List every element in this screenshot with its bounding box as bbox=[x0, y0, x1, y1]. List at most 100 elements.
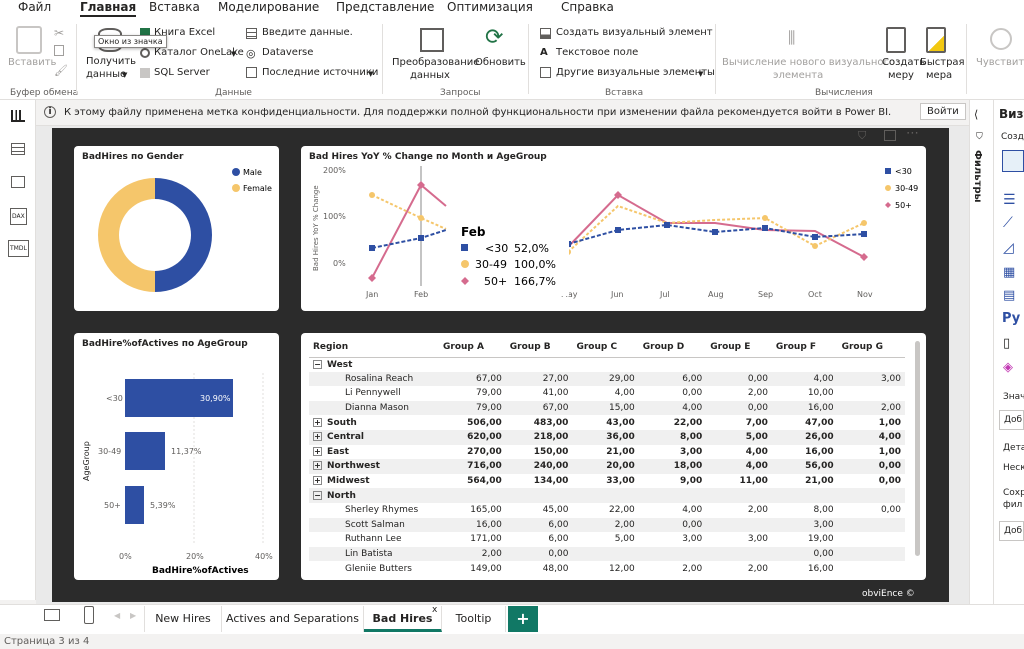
group-header[interactable]: Group F bbox=[771, 337, 838, 358]
stacked-bar-icon[interactable]: ☰ bbox=[1003, 192, 1016, 208]
paste-button[interactable]: Вставить bbox=[8, 57, 57, 68]
onelake-button[interactable]: Каталог OneLake bbox=[154, 47, 244, 58]
value-cell: 79,00 bbox=[439, 400, 506, 416]
group-header[interactable]: Group C bbox=[572, 337, 639, 358]
format-painter-icon[interactable]: 🖌 bbox=[54, 64, 68, 77]
group-header[interactable]: Group A bbox=[439, 337, 506, 358]
group-header[interactable]: Group E bbox=[706, 337, 772, 358]
chevron-left-icon[interactable]: ◀ bbox=[114, 611, 121, 620]
mobile-layout-icon[interactable] bbox=[84, 606, 94, 624]
expand-icon[interactable]: + bbox=[313, 432, 322, 442]
menu-file[interactable]: Файл bbox=[18, 0, 52, 14]
region-cell[interactable]: + Central bbox=[309, 429, 439, 445]
region-cell[interactable]: − West bbox=[309, 357, 439, 372]
region-cell[interactable]: − North bbox=[309, 488, 439, 503]
enter-data-button[interactable]: Введите данные. bbox=[262, 27, 353, 38]
tab-actives-separations[interactable]: Actives and Separations bbox=[222, 606, 364, 632]
donut-card[interactable]: BadHires по Gender Male Female bbox=[74, 146, 279, 311]
more-visuals-button[interactable]: Другие визуальные элементы bbox=[556, 67, 715, 78]
bar-ylabel: AgeGroup bbox=[82, 441, 91, 481]
more-options-icon[interactable]: ⋯ bbox=[906, 126, 919, 141]
filter-pane-icon[interactable]: ⛉ bbox=[976, 132, 983, 142]
collapse-icon[interactable]: − bbox=[313, 359, 322, 369]
values-drop-well[interactable]: Доб bbox=[999, 410, 1024, 430]
group-header[interactable]: Group B bbox=[505, 337, 573, 358]
get-data-button-line2[interactable]: данные bbox=[86, 69, 127, 80]
region-cell[interactable]: + South bbox=[309, 415, 439, 430]
region-cell[interactable]: + East bbox=[309, 445, 439, 460]
get-data-button[interactable]: Получить bbox=[86, 56, 137, 67]
menu-help[interactable]: Справка bbox=[561, 0, 614, 14]
report-view-icon[interactable] bbox=[11, 110, 25, 122]
menu-home[interactable]: Главная bbox=[80, 0, 137, 17]
focus-mode-icon[interactable] bbox=[884, 130, 896, 141]
quick-measure-button-line2[interactable]: мера bbox=[926, 70, 953, 81]
menu-view[interactable]: Представление bbox=[336, 0, 435, 14]
filter-icon[interactable]: ⛉ bbox=[858, 129, 867, 142]
drillthrough-drop-well[interactable]: Доб bbox=[999, 521, 1024, 541]
expand-icon[interactable]: + bbox=[313, 476, 322, 486]
selected-visual-icon[interactable] bbox=[1002, 150, 1024, 172]
new-visual-calc-button-line2[interactable]: элемента bbox=[773, 70, 824, 81]
copy-icon[interactable] bbox=[54, 45, 64, 56]
transform-data-button-line2[interactable]: данных bbox=[410, 70, 450, 81]
new-visual-calc-button[interactable]: Вычисление нового визуального bbox=[722, 57, 895, 68]
tmdl-view-icon[interactable]: TMDL bbox=[8, 240, 29, 257]
power-apps-icon[interactable]: ◈ bbox=[1003, 360, 1013, 375]
recent-sources-button[interactable]: Последние источники bbox=[262, 67, 379, 78]
bar-xlabel: BadHire%ofActives bbox=[152, 566, 249, 576]
expand-icon[interactable]: + bbox=[313, 446, 322, 456]
table-view-icon[interactable] bbox=[11, 143, 25, 155]
tab-bad-hires[interactable]: Bad Hires bbox=[364, 606, 442, 632]
menu-insert[interactable]: Вставка bbox=[149, 0, 200, 14]
line-chart-icon[interactable]: ⟋ bbox=[1003, 215, 1013, 231]
value-cell bbox=[837, 488, 905, 503]
new-measure-button[interactable]: Создать bbox=[882, 57, 926, 68]
excel-button[interactable]: Книга Excel bbox=[154, 27, 216, 38]
legend-30-49-label: 30-49 bbox=[895, 184, 918, 193]
new-visual-button[interactable]: Создать визуальный элемент bbox=[556, 27, 713, 38]
treemap-icon[interactable]: ▦ bbox=[1003, 265, 1016, 280]
paginated-report-icon[interactable]: ▯ bbox=[1003, 336, 1011, 351]
expand-icon[interactable]: + bbox=[313, 417, 322, 427]
collapse-icon[interactable]: − bbox=[313, 490, 322, 500]
chevron-right-icon[interactable]: ▶ bbox=[130, 611, 137, 620]
filters-pane-label[interactable]: Фильтры bbox=[972, 150, 983, 203]
python-visual-icon[interactable]: Py bbox=[1002, 311, 1021, 326]
marker-under30 bbox=[369, 245, 375, 251]
matrix-card[interactable]: Region Group A Group B Group C Group D Group … bbox=[301, 333, 926, 580]
dataverse-button[interactable]: Dataverse bbox=[262, 47, 314, 58]
menu-modeling[interactable]: Моделирование bbox=[218, 0, 320, 14]
signin-button[interactable]: Войти bbox=[920, 103, 966, 120]
expand-icon[interactable]: + bbox=[313, 461, 322, 471]
row-label: Lin Batista bbox=[345, 549, 393, 560]
refresh-button[interactable]: Обновить bbox=[475, 57, 526, 68]
tab-new-hires[interactable]: New Hires bbox=[144, 606, 222, 632]
value-cell: 4,00 bbox=[638, 400, 707, 416]
add-page-button[interactable]: + bbox=[508, 606, 538, 632]
region-header[interactable]: Region bbox=[309, 337, 439, 358]
dax-query-view-icon[interactable]: DAX bbox=[10, 208, 27, 225]
quick-measure-button[interactable]: Быстрая bbox=[920, 57, 965, 68]
sensitivity-button[interactable]: Чувствител bbox=[976, 57, 1024, 68]
cut-icon[interactable]: ✂ bbox=[54, 26, 65, 40]
close-tab-icon[interactable]: x bbox=[432, 605, 438, 615]
matrix-scrollbar[interactable] bbox=[915, 341, 920, 556]
area-chart-icon[interactable]: ◿ bbox=[1003, 240, 1014, 256]
bar-card[interactable]: BadHire%ofActives по AgeGroup AgeGroup 3… bbox=[74, 333, 279, 580]
new-measure-button-line2[interactable]: меру bbox=[888, 70, 914, 81]
group-header[interactable]: Group G bbox=[837, 337, 905, 358]
line-card[interactable]: Bad Hires YoY % Change по Month и AgeGro… bbox=[301, 146, 926, 311]
region-cell[interactable]: + Northwest bbox=[309, 459, 439, 474]
menu-optimize[interactable]: Оптимизация bbox=[447, 0, 533, 14]
model-view-icon[interactable] bbox=[11, 176, 25, 188]
collapse-icon[interactable]: ⟨ bbox=[974, 108, 979, 121]
table-visual-icon[interactable]: ▤ bbox=[1003, 288, 1016, 303]
group-header[interactable]: Group D bbox=[638, 337, 707, 358]
transform-data-button[interactable]: Преобразование bbox=[392, 57, 480, 68]
textbox-button[interactable]: Текстовое поле bbox=[556, 47, 639, 58]
region-cell[interactable]: + Midwest bbox=[309, 474, 439, 489]
desktop-layout-icon[interactable] bbox=[44, 609, 60, 621]
sql-server-button[interactable]: SQL Server bbox=[154, 67, 210, 78]
tab-tooltip[interactable]: Tooltip bbox=[442, 606, 506, 632]
